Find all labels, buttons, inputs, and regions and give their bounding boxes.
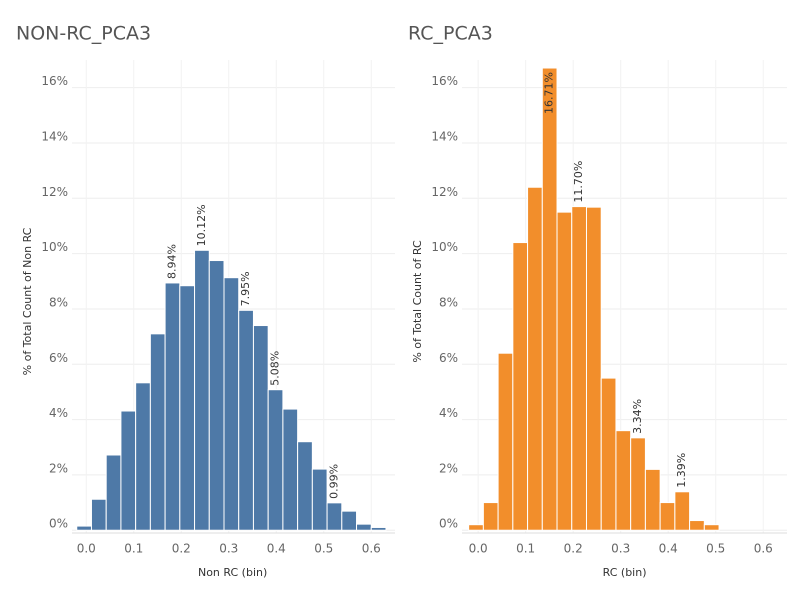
value-label: 16.71% xyxy=(543,72,556,114)
bar xyxy=(689,520,705,531)
x-tick-label: 0.0 xyxy=(469,542,488,556)
y-axis-title: % of Total Count of RC xyxy=(411,240,424,363)
y-tick-label: 4% xyxy=(439,406,458,420)
x-tick-label: 0.3 xyxy=(219,542,238,556)
value-label: 3.34% xyxy=(631,399,644,434)
y-tick-label: 12% xyxy=(41,185,68,199)
bar xyxy=(644,468,661,531)
bar xyxy=(497,352,514,531)
bar xyxy=(615,430,632,531)
bar xyxy=(630,437,646,531)
y-tick-label: 0% xyxy=(49,517,68,531)
x-tick-label: 0.4 xyxy=(659,542,678,556)
y-tick-label: 12% xyxy=(431,185,458,199)
x-tick-label: 0.2 xyxy=(564,542,583,556)
value-label: 8.94% xyxy=(165,244,178,279)
bar xyxy=(674,491,691,531)
y-tick-label: 2% xyxy=(439,461,458,475)
bar xyxy=(370,526,387,531)
y-tick-label: 6% xyxy=(49,351,68,365)
bar xyxy=(105,454,122,531)
y-tick-label: 16% xyxy=(41,74,68,88)
bar xyxy=(179,285,196,531)
bar xyxy=(512,242,529,531)
value-label: 1.39% xyxy=(675,453,688,488)
x-tick-label: 0.3 xyxy=(611,542,630,556)
value-label: 7.95% xyxy=(239,271,252,306)
bar xyxy=(149,333,166,531)
y-tick-label: 0% xyxy=(439,517,458,531)
bar xyxy=(541,67,558,531)
bar xyxy=(703,524,720,531)
y-tick-label: 10% xyxy=(431,240,458,254)
bar xyxy=(194,249,210,531)
bar xyxy=(90,498,107,531)
bar xyxy=(468,524,484,531)
value-label: 11.70% xyxy=(572,161,585,203)
bar xyxy=(341,510,358,531)
value-label: 5.08% xyxy=(269,351,282,386)
value-label: 10.12% xyxy=(195,204,208,246)
x-axis-title: Non RC (bin) xyxy=(198,566,267,579)
x-tick-label: 0.1 xyxy=(124,542,143,556)
value-label: 0.99% xyxy=(327,464,340,499)
bar xyxy=(267,389,284,531)
bar xyxy=(282,408,299,531)
y-axis-title: % of Total Count of Non RC xyxy=(21,227,34,375)
bar xyxy=(120,410,137,531)
bar xyxy=(571,206,587,531)
bar xyxy=(238,309,254,531)
y-tick-label: 6% xyxy=(439,351,458,365)
y-tick-label: 4% xyxy=(49,406,68,420)
bar xyxy=(556,211,573,531)
y-tick-label: 2% xyxy=(49,461,68,475)
bar xyxy=(252,325,269,531)
x-tick-label: 0.0 xyxy=(77,542,96,556)
y-tick-label: 14% xyxy=(41,129,68,143)
x-tick-label: 0.6 xyxy=(754,542,773,556)
bar xyxy=(527,186,543,531)
x-tick-label: 0.6 xyxy=(362,542,381,556)
bar xyxy=(600,377,617,531)
bar xyxy=(208,260,225,531)
y-tick-label: 16% xyxy=(431,74,458,88)
y-tick-label: 14% xyxy=(431,129,458,143)
y-tick-label: 10% xyxy=(41,240,68,254)
bar xyxy=(76,525,92,531)
bar xyxy=(482,502,499,531)
x-tick-label: 0.2 xyxy=(172,542,191,556)
x-tick-label: 0.4 xyxy=(267,542,286,556)
x-tick-label: 0.5 xyxy=(706,542,725,556)
bar xyxy=(297,441,313,531)
bar xyxy=(135,382,151,531)
bar xyxy=(326,502,343,531)
bar xyxy=(311,468,328,531)
bar xyxy=(223,277,240,531)
bar xyxy=(585,206,602,531)
chart-title: NON-RC_PCA3 xyxy=(16,23,151,45)
x-tick-label: 0.1 xyxy=(516,542,535,556)
bar xyxy=(356,523,372,531)
bar xyxy=(164,282,181,531)
y-tick-label: 8% xyxy=(439,295,458,309)
x-axis-title: RC (bin) xyxy=(603,566,647,579)
x-tick-label: 0.5 xyxy=(314,542,333,556)
chart-title: RC_PCA3 xyxy=(408,23,493,45)
y-tick-label: 8% xyxy=(49,295,68,309)
bar xyxy=(659,502,676,531)
